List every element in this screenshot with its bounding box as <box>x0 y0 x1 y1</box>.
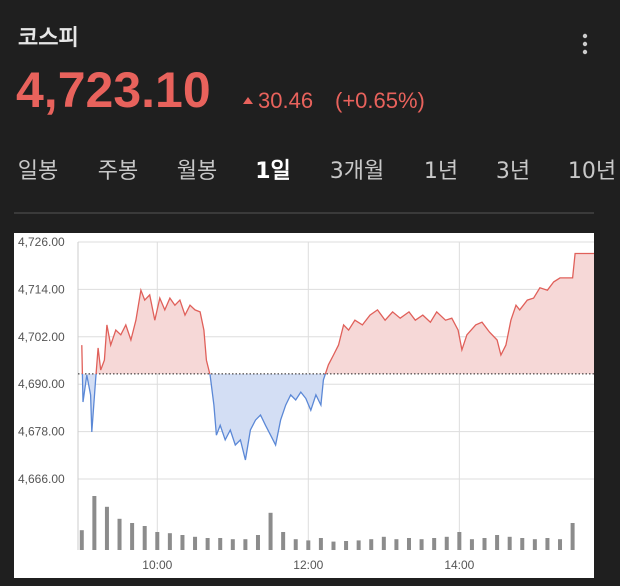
volume-bar <box>180 535 185 550</box>
volume-bar <box>507 536 512 550</box>
volume-bar <box>570 523 575 550</box>
volume-bar <box>218 538 223 550</box>
volume-bar <box>104 506 109 550</box>
dot <box>582 41 588 47</box>
volume-bar <box>155 532 160 550</box>
period-tab[interactable]: 주봉 <box>98 159 138 184</box>
period-tab[interactable]: 3년 <box>496 159 530 184</box>
volume-bar <box>243 539 248 550</box>
volume-bar <box>318 538 323 550</box>
x-tick-label: 12:00 <box>293 558 323 572</box>
volume-bar <box>306 540 311 550</box>
volume-bar <box>406 538 411 550</box>
volume-bar <box>79 530 84 550</box>
period-tab[interactable]: 일봉 <box>18 159 58 184</box>
volume-bar <box>205 538 210 550</box>
chart-panel <box>14 233 594 578</box>
volume-bar <box>545 538 550 550</box>
volume-bar <box>381 536 386 550</box>
volume-bar <box>469 539 474 550</box>
price-line <box>81 252 594 461</box>
volume-bar <box>432 538 437 550</box>
price: 4,723.10 <box>16 62 211 118</box>
dot <box>582 49 588 55</box>
y-tick-label: 4,690.00 <box>18 377 65 391</box>
volume-bar <box>356 540 361 550</box>
volume-bar <box>532 539 537 550</box>
volume-bar <box>230 539 235 550</box>
volume-bar <box>482 538 487 550</box>
volume-bar <box>520 538 525 550</box>
volume-bar <box>130 523 135 550</box>
x-tick-label: 14:00 <box>444 558 474 572</box>
volume-bar <box>92 496 97 550</box>
volume-bar <box>293 539 298 550</box>
volume-bar <box>558 539 563 550</box>
index-title: 코스피 <box>18 26 79 51</box>
y-tick-label: 4,666.00 <box>18 472 65 486</box>
volume-bar <box>369 539 374 550</box>
x-tick-label: 10:00 <box>142 558 172 572</box>
volume-bar <box>255 535 260 550</box>
period-tab[interactable]: 1일 <box>255 159 291 184</box>
volume-bar <box>117 518 122 550</box>
price-area <box>81 253 594 460</box>
volume-bar <box>394 539 399 550</box>
y-tick-label: 4,678.00 <box>18 425 65 439</box>
more-menu[interactable] <box>582 33 588 55</box>
period-tab[interactable]: 3개월 <box>330 159 384 184</box>
dot <box>582 33 588 39</box>
volume-bar <box>142 526 147 550</box>
period-tab[interactable]: 월봉 <box>177 159 217 184</box>
volume-bar <box>344 541 349 550</box>
y-tick-label: 4,714.00 <box>18 282 65 296</box>
change-pct: (+0.65%) <box>335 88 425 113</box>
volume-bar <box>193 536 198 550</box>
chart: 4,726.00 4,714.00 4,702.00 4,690.00 4,678.00… <box>18 235 594 572</box>
volume-bar <box>268 512 273 550</box>
volume-bar <box>331 541 336 550</box>
y-tick-label: 4,726.00 <box>18 235 65 249</box>
volume-bar <box>281 532 286 550</box>
change: 30.46 <box>258 88 313 113</box>
period-tabs: 일봉 주봉 월봉 1일 3개월 1년 3년 10년 <box>18 159 616 184</box>
volume-bar <box>457 532 462 550</box>
period-tab[interactable]: 1년 <box>424 159 458 184</box>
volume-bar <box>444 536 449 550</box>
volume-bar <box>419 539 424 550</box>
period-tab[interactable]: 10년 <box>568 159 616 184</box>
volume-bar <box>495 535 500 550</box>
volume-bar <box>167 533 172 550</box>
up-arrow <box>243 97 253 104</box>
y-tick-label: 4,702.00 <box>18 330 65 344</box>
